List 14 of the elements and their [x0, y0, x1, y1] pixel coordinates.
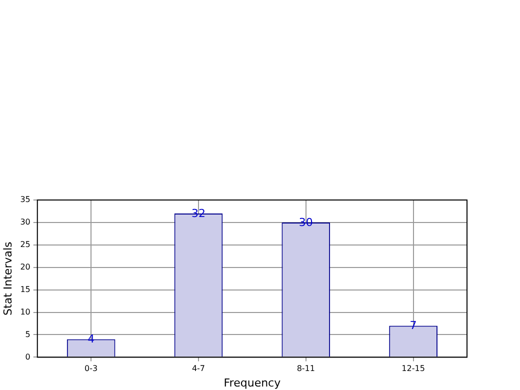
y-tick-label: 0 [25, 352, 30, 362]
x-tick-label: 4-7 [192, 364, 206, 374]
y-tick-label: 25 [20, 240, 30, 249]
y-axis-title: Stat Intervals [1, 241, 14, 316]
x-tick-label: 8-11 [296, 364, 315, 374]
y-tick-label: 35 [20, 195, 30, 204]
y-tick-label: 5 [25, 330, 30, 339]
x-axis-title: Frequency [224, 376, 282, 390]
y-tick-label: 10 [20, 307, 30, 316]
y-tick-label: 20 [20, 262, 30, 272]
y-tick-label: 15 [20, 284, 30, 294]
x-tick-label: 0-3 [84, 364, 98, 374]
y-tick-label: 30 [20, 218, 30, 227]
x-tick-label: 12-15 [402, 364, 425, 374]
